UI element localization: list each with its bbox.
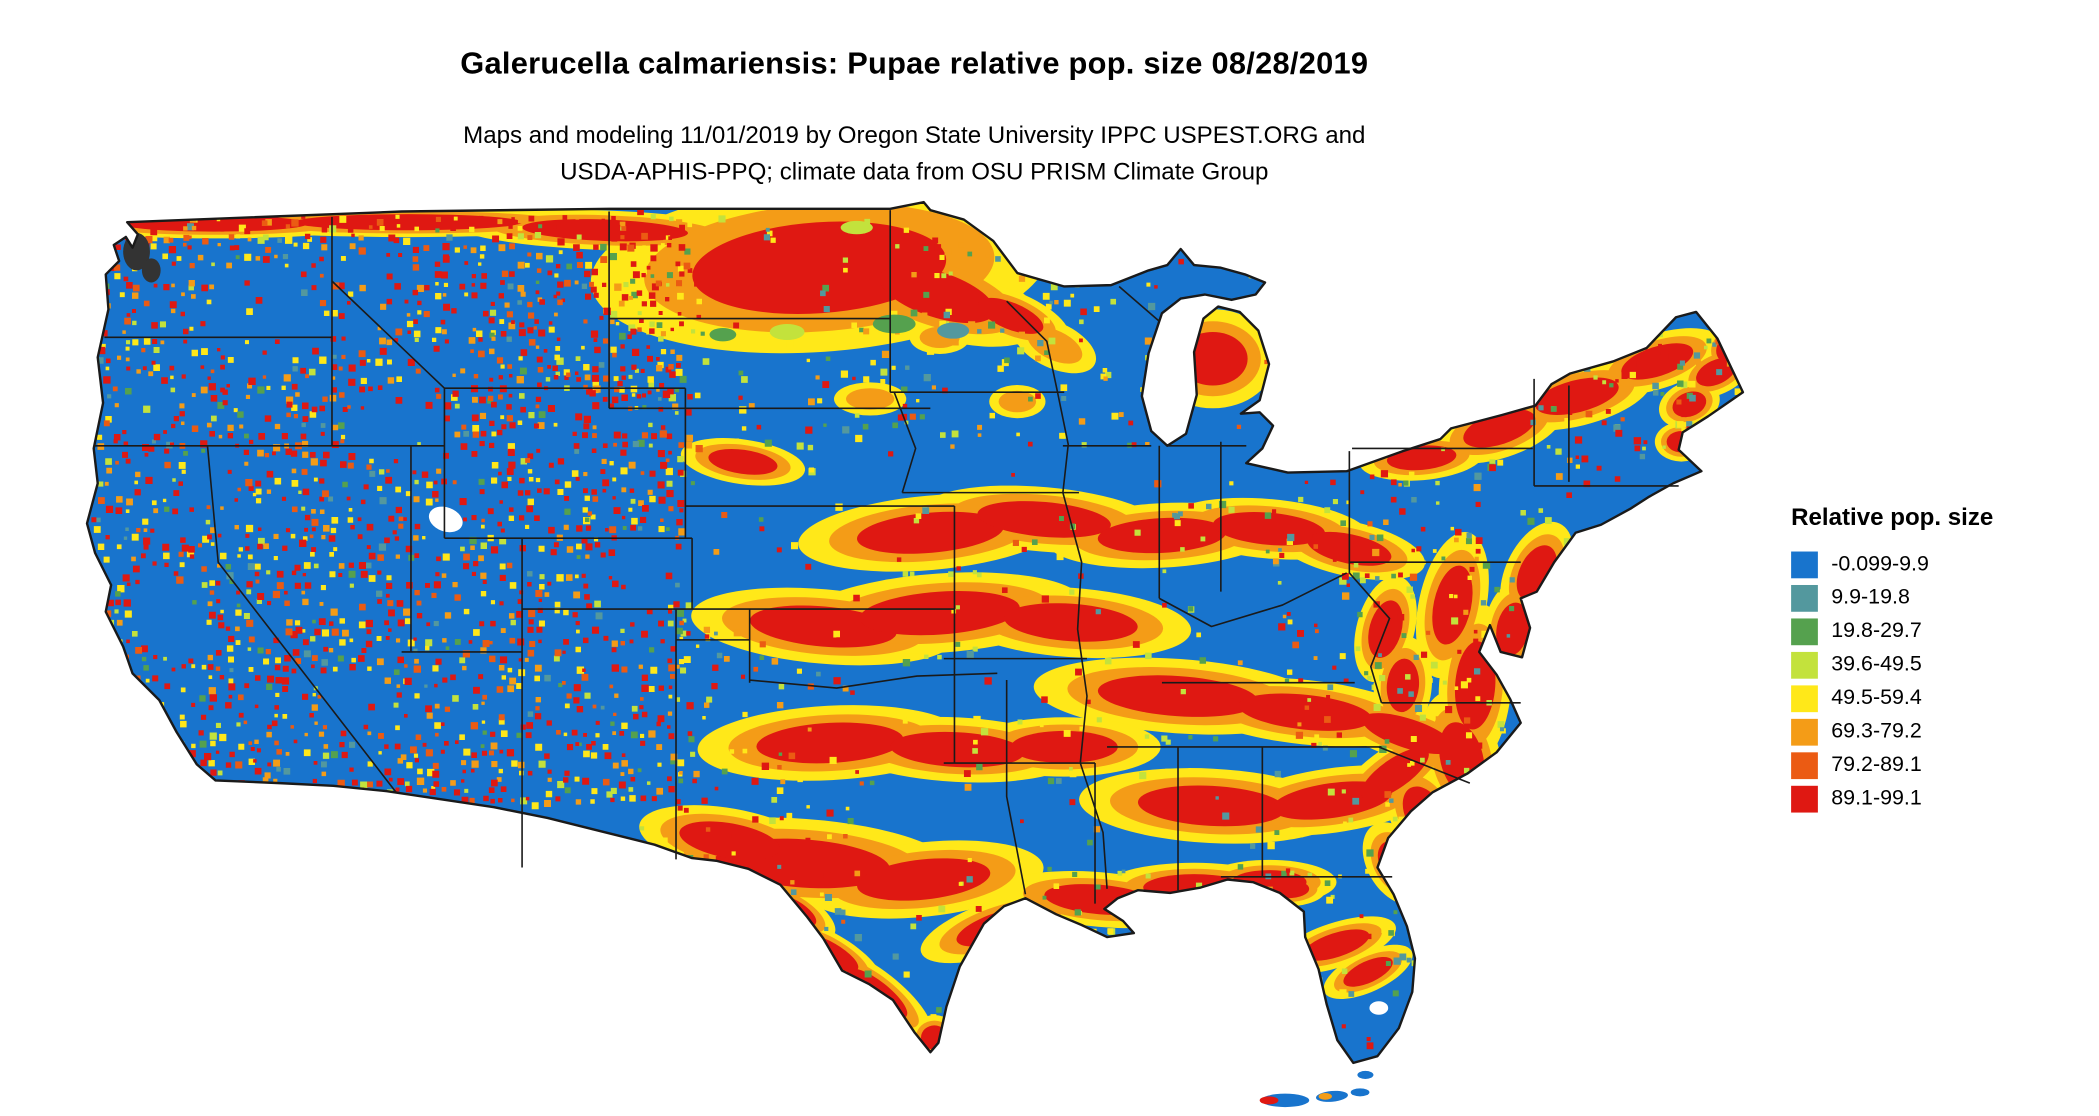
legend-item: 69.3-79.2 — [1791, 715, 1993, 748]
legend-label: 69.3-79.2 — [1831, 719, 1922, 743]
legend-label: 9.9-19.8 — [1831, 585, 1910, 609]
legend-swatch — [1791, 651, 1818, 679]
map-subtitle: Maps and modeling 11/01/2019 by Oregon S… — [0, 118, 1829, 190]
legend-label: 79.2-89.1 — [1831, 752, 1922, 776]
map-subtitle-line1: Maps and modeling 11/01/2019 by Oregon S… — [463, 121, 1366, 149]
legend: Relative pop. size -0.099-9.9 9.9-19.8 19.… — [1791, 503, 1993, 815]
map-subtitle-line2: USDA-APHIS-PPQ; climate data from OSU PR… — [560, 157, 1269, 185]
legend-title: Relative pop. size — [1791, 503, 1994, 531]
legend-label: 89.1-99.1 — [1831, 786, 1922, 810]
legend-label: 19.8-29.7 — [1831, 619, 1922, 642]
legend-items: -0.099-9.9 9.9-19.8 19.8-29.7 39.6-49.5 49.5… — [1791, 548, 1993, 816]
legend-item: 79.2-89.1 — [1791, 748, 1993, 781]
legend-item: 39.6-49.5 — [1791, 648, 1993, 681]
legend-swatch — [1791, 617, 1818, 645]
legend-swatch — [1791, 550, 1818, 578]
legend-item: -0.099-9.9 — [1791, 548, 1993, 581]
islands-and-keys — [1259, 1070, 1374, 1108]
map-title: Galerucella calmariensis: Pupae relative… — [460, 45, 1369, 81]
legend-swatch — [1791, 584, 1818, 612]
legend-swatch — [1791, 751, 1818, 779]
legend-label: 39.6-49.5 — [1831, 652, 1922, 676]
legend-item: 19.8-29.7 — [1791, 614, 1993, 647]
legend-item: 49.5-59.4 — [1791, 681, 1993, 714]
legend-label: 49.5-59.4 — [1831, 686, 1922, 709]
legend-swatch — [1791, 718, 1818, 745]
legend-item: 89.1-99.1 — [1791, 782, 1993, 815]
legend-label: -0.099-9.9 — [1831, 552, 1929, 575]
legend-swatch — [1791, 684, 1818, 712]
legend-item: 9.9-19.8 — [1791, 581, 1993, 614]
legend-swatch — [1791, 785, 1818, 812]
state-borders — [93, 210, 1679, 904]
